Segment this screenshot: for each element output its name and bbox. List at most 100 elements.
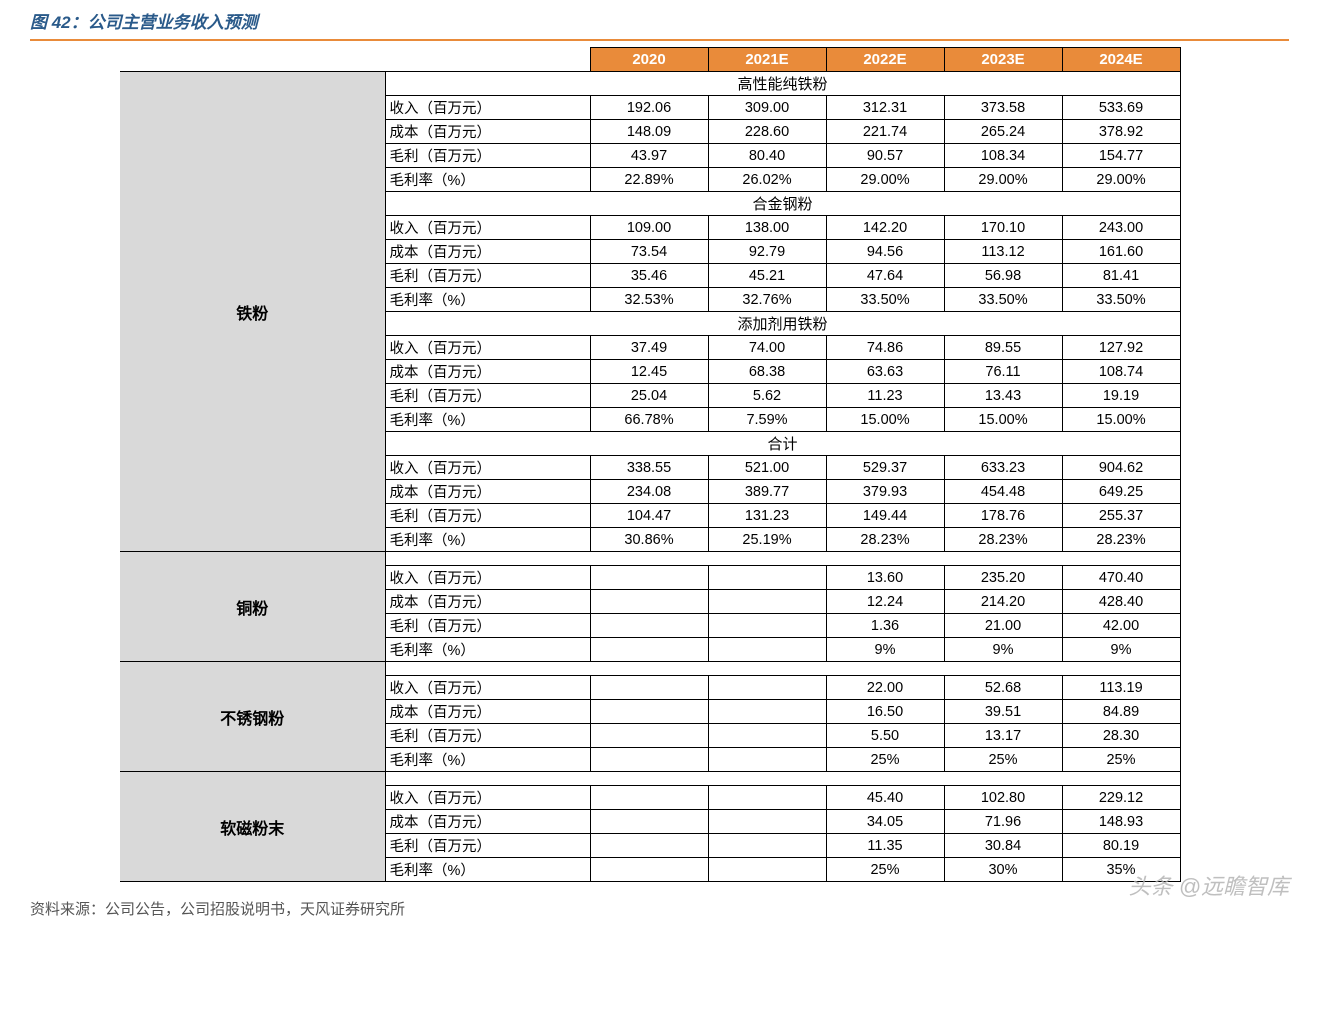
cell [590, 700, 708, 724]
cell: 56.98 [944, 264, 1062, 288]
cell: 102.80 [944, 786, 1062, 810]
cell: 47.64 [826, 264, 944, 288]
cell [708, 786, 826, 810]
figure-title: 图 42：公司主营业务收入预测 [30, 13, 258, 32]
cell: 309.00 [708, 96, 826, 120]
cell: 255.37 [1062, 504, 1180, 528]
cell: 29.00% [944, 168, 1062, 192]
label-copper-rev: 收入（百万元） [385, 566, 590, 590]
cell: 533.69 [1062, 96, 1180, 120]
cell: 9% [1062, 638, 1180, 662]
cell: 265.24 [944, 120, 1062, 144]
cell: 170.10 [944, 216, 1062, 240]
cell: 92.79 [708, 240, 826, 264]
cell: 81.41 [1062, 264, 1180, 288]
cell: 33.50% [944, 288, 1062, 312]
label-copper-gp: 毛利（百万元） [385, 614, 590, 638]
cell: 28.23% [826, 528, 944, 552]
cell: 28.23% [1062, 528, 1180, 552]
label-softmag-gp: 毛利（百万元） [385, 834, 590, 858]
cell: 178.76 [944, 504, 1062, 528]
gap-row [385, 772, 1180, 786]
cell [590, 566, 708, 590]
section-hpp: 高性能纯铁粉 [385, 72, 1180, 96]
cell: 373.58 [944, 96, 1062, 120]
cell: 39.51 [944, 700, 1062, 724]
source-text: 资料来源：公司公告，公司招股说明书，天风证券研究所 [30, 898, 1289, 919]
label-hpp-gm: 毛利率（%） [385, 168, 590, 192]
cell: 13.17 [944, 724, 1062, 748]
cell: 529.37 [826, 456, 944, 480]
label-softmag-rev: 收入（百万元） [385, 786, 590, 810]
cell: 11.35 [826, 834, 944, 858]
cell [708, 748, 826, 772]
cell: 154.77 [1062, 144, 1180, 168]
cell: 16.50 [826, 700, 944, 724]
label-alloy-gm: 毛利率（%） [385, 288, 590, 312]
cell: 25% [826, 858, 944, 882]
cell: 33.50% [1062, 288, 1180, 312]
cell [590, 676, 708, 700]
label-stainless-rev: 收入（百万元） [385, 676, 590, 700]
cell: 149.44 [826, 504, 944, 528]
cell: 63.63 [826, 360, 944, 384]
cell: 90.57 [826, 144, 944, 168]
cell [708, 834, 826, 858]
cell: 52.68 [944, 676, 1062, 700]
cell: 113.19 [1062, 676, 1180, 700]
label-stainless-cost: 成本（百万元） [385, 700, 590, 724]
cell: 25% [944, 748, 1062, 772]
cell: 7.59% [708, 408, 826, 432]
cell: 25% [826, 748, 944, 772]
header-blank [120, 48, 590, 72]
cell: 104.47 [590, 504, 708, 528]
cell: 5.50 [826, 724, 944, 748]
label-softmag-cost: 成本（百万元） [385, 810, 590, 834]
cell: 633.23 [944, 456, 1062, 480]
cell: 649.25 [1062, 480, 1180, 504]
cell: 192.06 [590, 96, 708, 120]
label-total-rev: 收入（百万元） [385, 456, 590, 480]
category-stainless: 不锈钢粉 [120, 662, 385, 772]
cell: 43.97 [590, 144, 708, 168]
cell: 45.21 [708, 264, 826, 288]
cell: 131.23 [708, 504, 826, 528]
cell: 42.00 [1062, 614, 1180, 638]
label-copper-cost: 成本（百万元） [385, 590, 590, 614]
section-alloy: 合金钢粉 [385, 192, 1180, 216]
cell: 13.60 [826, 566, 944, 590]
cell: 221.74 [826, 120, 944, 144]
cell: 29.00% [1062, 168, 1180, 192]
cell: 1.36 [826, 614, 944, 638]
year-2021e: 2021E [708, 48, 826, 72]
cell [708, 566, 826, 590]
cell: 71.96 [944, 810, 1062, 834]
label-stainless-gp: 毛利（百万元） [385, 724, 590, 748]
category-iron: 铁粉 [120, 72, 385, 552]
label-add-cost: 成本（百万元） [385, 360, 590, 384]
cell: 12.45 [590, 360, 708, 384]
cell: 34.05 [826, 810, 944, 834]
label-total-gp: 毛利（百万元） [385, 504, 590, 528]
cell: 235.20 [944, 566, 1062, 590]
cell [590, 834, 708, 858]
cell [708, 590, 826, 614]
label-alloy-gp: 毛利（百万元） [385, 264, 590, 288]
cell: 127.92 [1062, 336, 1180, 360]
cell: 25.04 [590, 384, 708, 408]
cell: 33.50% [826, 288, 944, 312]
cell: 21.00 [944, 614, 1062, 638]
cell: 26.02% [708, 168, 826, 192]
cell [708, 858, 826, 882]
cell: 904.62 [1062, 456, 1180, 480]
cell: 80.40 [708, 144, 826, 168]
year-2020: 2020 [590, 48, 708, 72]
cell: 148.93 [1062, 810, 1180, 834]
gap-row [385, 662, 1180, 676]
cell: 9% [826, 638, 944, 662]
label-add-gm: 毛利率（%） [385, 408, 590, 432]
label-hpp-rev: 收入（百万元） [385, 96, 590, 120]
label-alloy-cost: 成本（百万元） [385, 240, 590, 264]
cell: 74.86 [826, 336, 944, 360]
cell: 37.49 [590, 336, 708, 360]
